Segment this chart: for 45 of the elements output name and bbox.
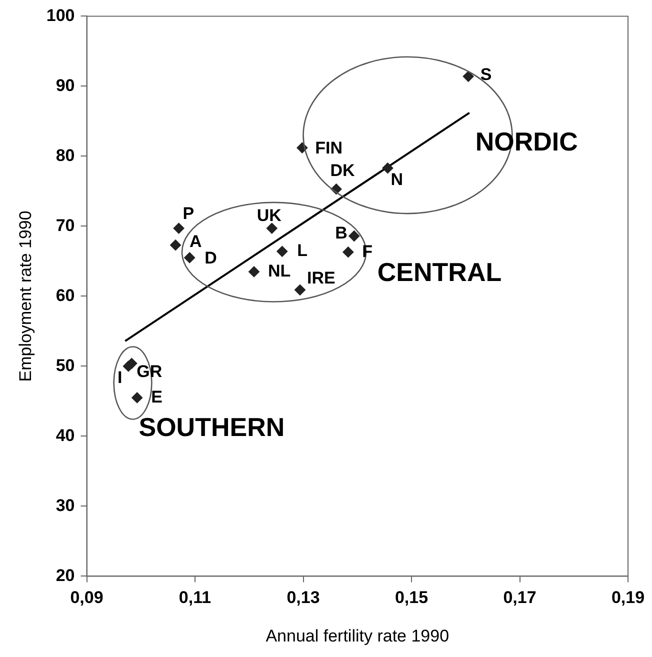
data-label: I <box>117 368 122 387</box>
x-tick-label: 0,09 <box>70 588 104 608</box>
x-tick-label: 0,17 <box>503 588 536 608</box>
data-label: DK <box>330 160 356 180</box>
point <box>462 70 474 82</box>
point <box>276 246 288 257</box>
point <box>170 240 182 251</box>
y-tick-label: 20 <box>56 566 75 585</box>
point <box>173 222 184 234</box>
x-tick-label: 0,15 <box>394 588 428 608</box>
y-axis-title: Employment rate 1990 <box>16 210 35 382</box>
point <box>382 162 394 174</box>
x-tick-label: 0,13 <box>286 588 320 608</box>
data-label: B <box>335 224 348 243</box>
y-tick-label: 60 <box>56 286 75 305</box>
data-label: D <box>204 248 217 268</box>
y-tick-label: 70 <box>56 216 75 235</box>
point <box>248 266 260 278</box>
data-label: E <box>151 387 162 406</box>
point <box>132 392 143 404</box>
data-label: IRE <box>307 268 336 288</box>
data-label: P <box>182 204 194 223</box>
data-label: A <box>190 232 202 251</box>
data-label: L <box>297 241 308 260</box>
x-axis-title: Annual fertility rate 1990 <box>266 626 450 646</box>
y-tick-label: 30 <box>56 496 75 515</box>
y-tick-label: 100 <box>46 6 75 25</box>
x-tick-label: 0,11 <box>178 588 212 608</box>
annotation: CENTRAL <box>377 256 502 287</box>
x-tick-label: 0,19 <box>611 588 645 608</box>
data-label: S <box>480 65 492 84</box>
point <box>184 252 196 264</box>
point <box>342 246 354 258</box>
point <box>348 230 360 242</box>
y-tick-label: 80 <box>56 146 75 165</box>
annotation: SOUTHERN <box>138 412 285 442</box>
y-tick-label: 50 <box>56 356 75 375</box>
data-label: NL <box>268 261 291 280</box>
point <box>266 222 278 234</box>
data-label: N <box>390 170 403 189</box>
y-tick-label: 90 <box>56 76 75 95</box>
y-tick-label: 40 <box>56 426 75 445</box>
point <box>294 284 306 296</box>
data-label: UK <box>256 206 282 225</box>
data-label: FIN <box>315 138 343 158</box>
